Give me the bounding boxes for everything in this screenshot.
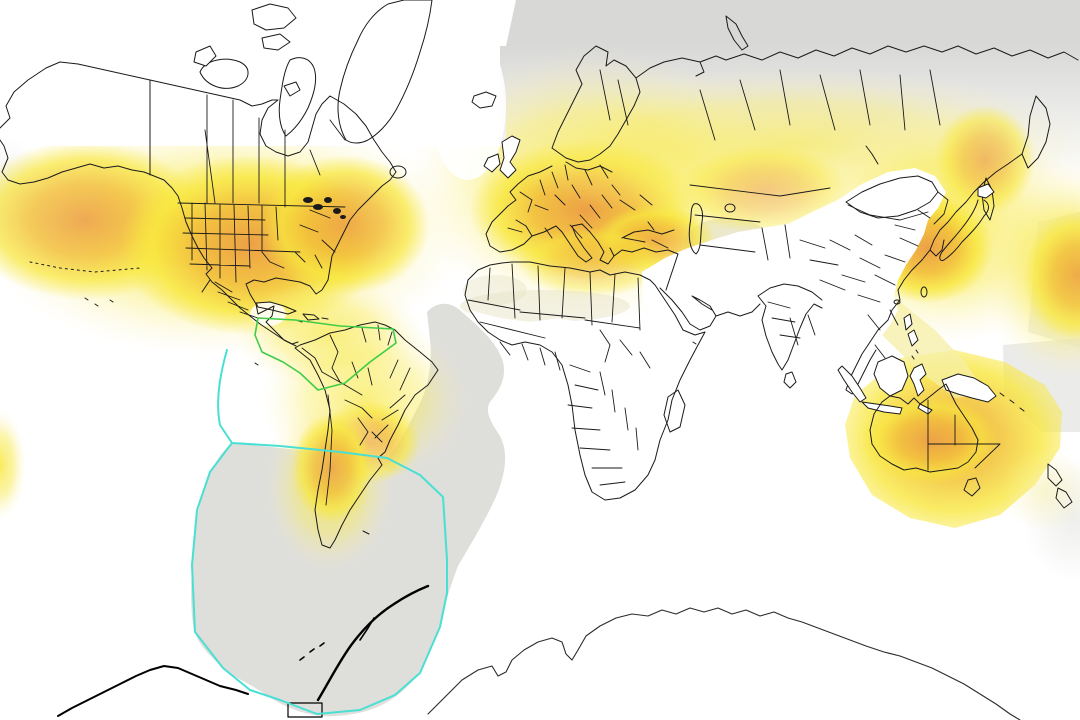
india-internal-borders	[767, 301, 899, 359]
puerto-rico	[321, 317, 329, 320]
great-lakes	[303, 197, 346, 219]
na-internal-borders	[177, 94, 346, 319]
east-asia-coast	[845, 201, 967, 395]
scandinavia	[551, 45, 665, 163]
cyan-southern-ocean-outline	[191, 349, 448, 715]
taiwan	[920, 286, 928, 298]
india-coast	[757, 283, 823, 371]
aleutians	[29, 261, 141, 273]
baffin-island	[278, 57, 317, 137]
europe-coast	[485, 161, 679, 291]
indonesia	[837, 355, 997, 415]
philippines-south	[911, 349, 919, 360]
newfoundland	[389, 165, 407, 179]
heat-new-zealand	[1000, 448, 1080, 532]
asia-white	[642, 168, 946, 392]
coastlines-and-borders	[0, 0, 1079, 549]
greenland	[337, 0, 433, 144]
heat-left-edge	[0, 410, 26, 520]
arabia-coast	[659, 287, 761, 331]
australia-internal-borders	[927, 399, 1001, 471]
small-islands	[84, 297, 697, 366]
aral-sea	[724, 203, 736, 213]
great-britain	[499, 135, 521, 179]
hainan	[893, 299, 901, 305]
novaya-zemlya	[725, 15, 749, 51]
sri-lanka	[783, 371, 797, 389]
hispaniola	[302, 313, 320, 321]
south-america-coast	[294, 321, 439, 549]
tasmania	[963, 477, 981, 497]
north-atlantic-white-band	[430, 30, 506, 180]
baja	[201, 279, 211, 293]
antarctic-box-island	[287, 702, 323, 718]
heat-okhotsk	[935, 105, 1035, 215]
heat-right-edge-core	[1023, 210, 1080, 340]
java	[861, 401, 903, 415]
sa-internal-borders	[301, 324, 411, 506]
sumatra	[837, 365, 867, 403]
madagascar	[663, 389, 686, 433]
hokkaido	[977, 183, 995, 199]
falklands	[362, 530, 370, 535]
africa-coast	[464, 261, 706, 501]
white-landmasses	[250, 30, 946, 501]
europe-internal-borders	[507, 69, 669, 249]
antarctic-peninsula	[316, 584, 430, 702]
iceland	[471, 91, 497, 109]
new-zealand	[1047, 463, 1073, 509]
sulawesi	[909, 363, 927, 397]
okhotsk-coast	[965, 153, 1023, 203]
asia-internal-borders	[689, 69, 949, 303]
green-northern-south-america-outline	[254, 317, 397, 391]
australia-coast	[869, 383, 979, 473]
heat-north-africa	[517, 227, 667, 297]
central-america-white	[250, 302, 286, 326]
heat-patagonia	[292, 413, 372, 523]
ireland	[483, 153, 501, 173]
madagascar-white	[664, 390, 685, 432]
north-america-coast	[0, 61, 397, 345]
solomons	[999, 392, 1025, 412]
kamchatka	[1021, 95, 1051, 169]
lake-baikal	[865, 145, 879, 165]
africa-white	[470, 310, 700, 501]
new-guinea	[941, 373, 997, 403]
africa-internal-borders	[467, 263, 651, 486]
cuba	[255, 301, 297, 315]
caspian-sea	[688, 203, 703, 255]
russia-arctic-coast	[663, 45, 1079, 77]
japan	[939, 199, 989, 261]
philippines	[903, 313, 919, 347]
antarctica	[57, 584, 1021, 720]
victoria-island	[199, 58, 249, 89]
borneo	[873, 355, 909, 397]
